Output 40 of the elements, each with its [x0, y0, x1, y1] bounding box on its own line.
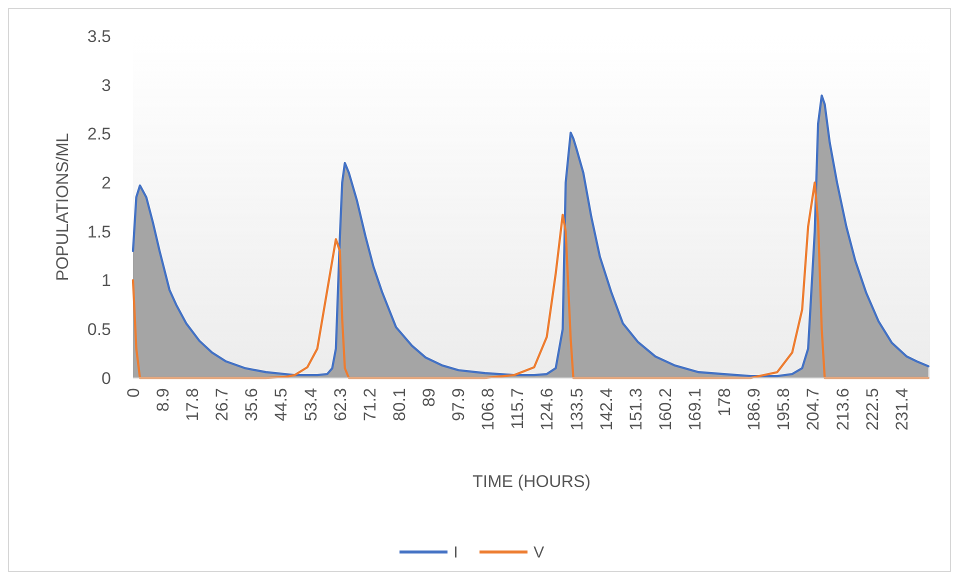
x-tick-label: 231.4	[892, 388, 912, 431]
x-tick-label: 133.5	[567, 388, 586, 431]
x-tick-label: 160.2	[656, 388, 675, 431]
x-tick-label: 97.9	[449, 388, 468, 422]
x-tick-label: 80.1	[390, 388, 409, 422]
x-tick-label: 213.6	[833, 388, 852, 431]
x-tick-label: 142.4	[596, 388, 616, 431]
y-tick-label: 2	[102, 174, 111, 193]
x-tick-label: 151.3	[626, 388, 646, 431]
y-tick-label: 2.5	[87, 124, 111, 144]
y-tick-label: 1.5	[87, 222, 111, 242]
x-tick-label: 115.7	[508, 388, 528, 430]
x-tick-label: 204.7	[804, 388, 823, 431]
line-series	[132, 181, 930, 380]
x-tick-label: 71.2	[360, 388, 380, 422]
x-tick-label: 106.8	[478, 388, 498, 431]
x-tick-label: 124.6	[538, 388, 557, 431]
x-tick-label: 169.1	[686, 388, 705, 431]
x-tick-label: 8.9	[154, 388, 173, 412]
x-tick-label: 53.4	[301, 388, 320, 422]
x-tick-label: 17.8	[183, 388, 202, 422]
x-tick-label: 178	[715, 388, 734, 416]
x-tick-label: 89	[420, 388, 439, 407]
x-tick-label: 62.3	[330, 388, 350, 422]
x-tick-label: 195.8	[774, 388, 794, 431]
y-tick-label: 0	[102, 368, 111, 388]
x-axis-title: TIME (HOURS)	[472, 472, 591, 491]
x-tick-label: 222.5	[862, 388, 882, 431]
x-tick-label: 35.6	[242, 388, 262, 422]
y-tick-label: 3.5	[87, 26, 111, 46]
x-tick-label: 0	[124, 388, 143, 398]
x-tick-label: 44.5	[272, 388, 291, 422]
y-tick-label: 1	[102, 271, 111, 290]
x-tick-label: 186.9	[744, 388, 764, 431]
x-tick-label: 26.7	[212, 388, 232, 422]
y-tick-label: 0.5	[87, 320, 111, 340]
legend-label: V	[534, 544, 544, 562]
legend-label: I	[454, 544, 458, 562]
y-axis-title: POPULATIONS/ML	[53, 133, 72, 281]
y-tick-label: 3	[102, 76, 111, 95]
